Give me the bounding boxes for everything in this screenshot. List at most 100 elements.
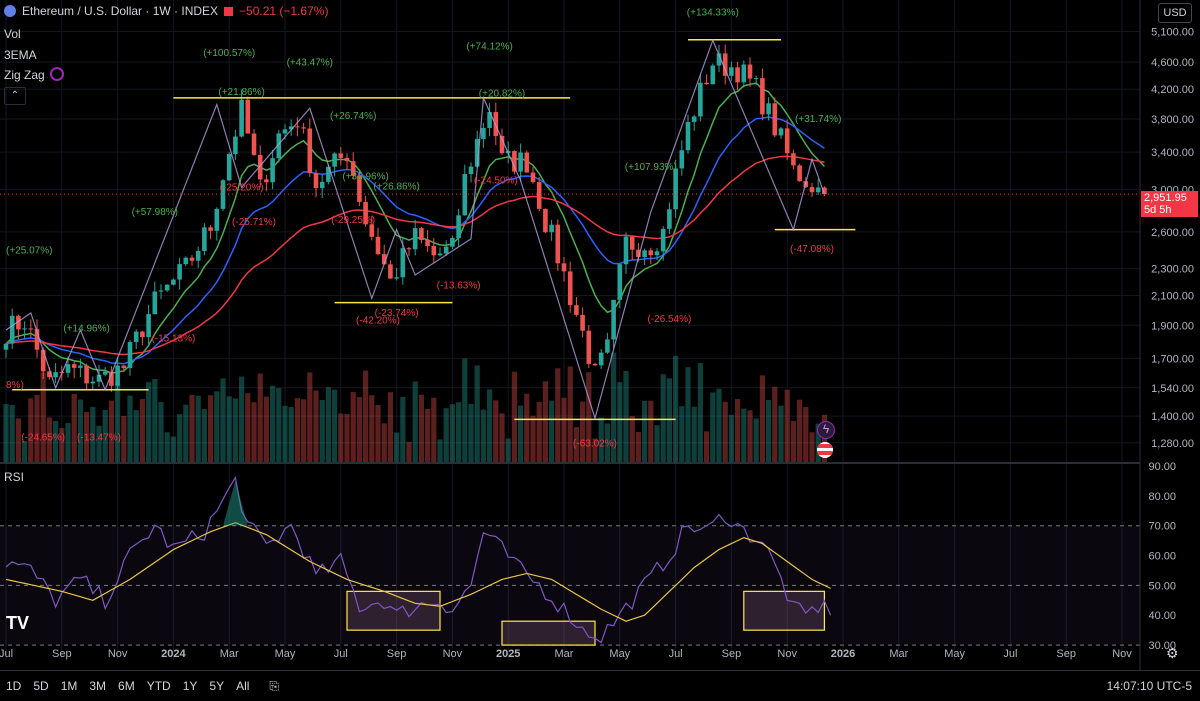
candle-body (152, 291, 158, 315)
candle-body (722, 53, 728, 76)
candle-body (183, 257, 189, 265)
indicator-3ema[interactable]: 3EMA (4, 48, 37, 62)
candle-body (437, 253, 443, 256)
time-tick-label: Jul (1003, 648, 1017, 660)
volume-bar (77, 399, 83, 462)
range-1d[interactable]: 1D (6, 679, 22, 693)
rsi-label[interactable]: RSI (4, 470, 25, 484)
rsi-pane (0, 462, 1200, 646)
candle-body (691, 116, 697, 122)
candle-body (307, 128, 313, 174)
candle-body (809, 187, 815, 193)
range-all[interactable]: All (236, 679, 250, 693)
candle-body (629, 236, 635, 250)
volume-bar (400, 396, 406, 462)
candle-body (288, 126, 294, 130)
candle-body (295, 126, 300, 128)
grid-lines (0, 0, 1140, 660)
range-ytd[interactable]: YTD (146, 679, 171, 693)
zigzag-path (5, 38, 825, 421)
volume-bar (282, 405, 288, 462)
volume-bar (530, 415, 536, 462)
price-tick-label: 3,800.00 (1151, 114, 1194, 126)
volume-bar (511, 371, 517, 462)
volume-bar (691, 406, 697, 462)
range-1y[interactable]: 1Y (182, 679, 198, 693)
time-tick-label: Mar (220, 648, 239, 660)
volume-bar (722, 401, 728, 462)
candle-body (815, 187, 821, 193)
candle-body (450, 238, 455, 247)
symbol-title[interactable]: Ethereum / U.S. Dollar · 1W · INDEX (22, 4, 219, 18)
candle-body (319, 181, 325, 189)
indicator-zigzag[interactable]: Zig Zag (4, 68, 45, 82)
candle-body (468, 166, 474, 175)
zigzag-percent-label: (+57.98%) (132, 207, 178, 218)
time-tick-label: Sep (387, 648, 407, 660)
volume-bar (418, 394, 424, 462)
volume-bar (183, 404, 189, 462)
candle-body (704, 82, 709, 85)
range-6m[interactable]: 6M (118, 679, 135, 693)
range-3m[interactable]: 3M (89, 679, 107, 693)
volume-bar (586, 372, 592, 462)
volume-bar (635, 432, 641, 462)
volume-bar (288, 406, 294, 462)
volume-bar (133, 410, 139, 462)
volume-bar (15, 418, 21, 462)
collapse-indicators-button[interactable]: ⌃ (4, 87, 26, 105)
candle-body (753, 78, 759, 80)
lightning-icon[interactable]: ϟ (817, 421, 835, 439)
rsi-ma-line (5, 522, 831, 622)
candle-body (698, 82, 703, 117)
candle-body (487, 112, 492, 128)
range-5d[interactable]: 5D (33, 679, 49, 693)
volume-bar (561, 397, 567, 462)
volume-bar (673, 355, 679, 462)
indicator-vol[interactable]: Vol (4, 27, 21, 41)
clock[interactable]: 14:07:10 UTC-5 (1106, 679, 1192, 693)
zigzag-labels: 8%) (-24.65%) (-13.47%) (+25.07%) (+14.96%) (… (6, 8, 841, 450)
candle-body (636, 249, 641, 258)
chart-canvas[interactable]: 8%) (-24.65%) (-13.47%) (+25.07%) (+14.96%) (… (0, 0, 1200, 670)
candle-body (40, 349, 46, 372)
volume-bar (127, 395, 133, 462)
candles (3, 44, 827, 392)
candle-body (332, 153, 337, 167)
candle-body (623, 236, 629, 265)
candle-body (220, 180, 226, 209)
settings-gear-icon[interactable]: ⚙ (1166, 645, 1179, 661)
zigzag-percent-label: (-26.54%) (647, 314, 691, 325)
candle-body (133, 331, 139, 343)
candle-body (115, 365, 120, 386)
price-tick-label: 1,540.00 (1151, 383, 1194, 395)
volume-bar (716, 388, 722, 462)
candle-body (109, 371, 114, 386)
volume-bar (177, 414, 183, 462)
currency-selector[interactable]: USD (1158, 3, 1192, 23)
volume-bar (158, 402, 164, 462)
candle-body (791, 153, 796, 166)
range-5y[interactable]: 5Y (209, 679, 225, 693)
time-tick-label: Sep (722, 648, 742, 660)
candle-body (716, 53, 722, 66)
tradingview-logo: TV (6, 613, 30, 633)
bottom-toolbar: 1D 5D 1M 3M 6M YTD 1Y 5Y All ⎘ 14:07:10 … (0, 670, 1200, 701)
volume-bar (245, 393, 251, 462)
time-tick-label: May (944, 648, 965, 660)
range-1m[interactable]: 1M (60, 679, 78, 693)
volume-bar (642, 400, 648, 462)
time-tick-label: Nov (1112, 648, 1132, 660)
candle-body (96, 374, 102, 382)
volume-bar (108, 400, 114, 462)
zigzag-percent-label: (+134.33%) (687, 8, 739, 19)
price-tick-label: 1,900.00 (1151, 320, 1194, 332)
candle-body (121, 365, 127, 369)
price-tick-label: 4,200.00 (1151, 84, 1194, 96)
zigzag-percent-label: (+25.07%) (6, 245, 52, 256)
zigzag-percent-label: (-42.20%) (356, 316, 400, 327)
candle-body (574, 305, 579, 315)
us-flag-icon[interactable] (817, 442, 833, 458)
goto-date-icon[interactable]: ⎘ (269, 678, 280, 693)
candle-body (543, 208, 548, 233)
